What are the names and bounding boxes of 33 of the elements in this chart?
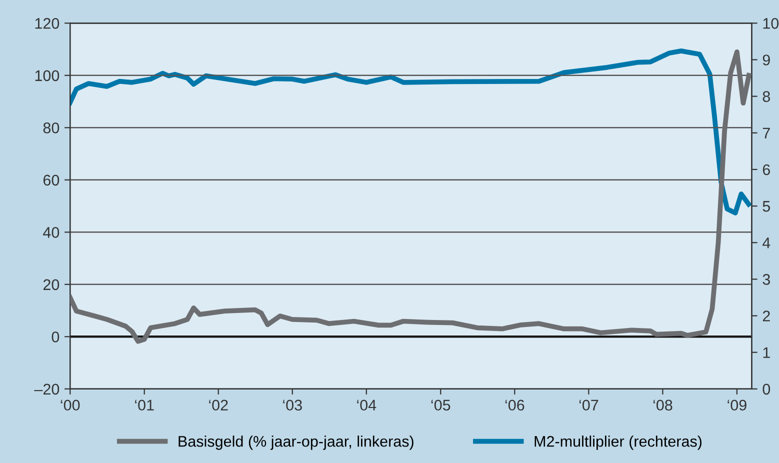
y-tick-label: 80 [43,122,60,134]
y2-tick-label: 7 [762,128,770,138]
y2-tick-label: 9 [762,54,770,66]
y2-tick-label: 5 [762,201,770,212]
y2-tick-label: 3 [762,274,770,285]
x-tick-label: ‘01 [135,400,154,411]
y-tick-label: 100 [35,70,60,82]
y-tick-label: 40 [43,227,60,238]
y2-tick-label: 0 [762,384,770,395]
y2-tick-label: 8 [762,91,770,102]
x-tick-label: ‘06 [505,400,524,411]
y2-tick-label: 2 [762,310,770,322]
x-tick-label: ‘03 [283,400,302,411]
y-tick-label: 20 [43,279,60,290]
x-tick-label: ‘09 [728,400,746,411]
x-tick-label: ‘02 [209,400,228,411]
x-tick-label: ‘07 [579,400,598,411]
legend-label: M2-multliplier (rechteras) [534,436,702,450]
y-tick-label: 0 [52,332,60,342]
y-tick-label: 60 [43,174,60,186]
y-tick-label: –20 [34,384,60,395]
y-tick-label: 120 [35,18,60,29]
legend-label: Basisgeld (% jaar-op-jaar, linkeras) [178,436,414,450]
y2-tick-label: 10 [763,18,779,29]
y2-tick-label: 4 [762,238,770,248]
x-tick-label: ‘00 [60,400,80,411]
x-tick-label: ‘04 [357,400,376,411]
x-tick-label: ‘05 [431,400,450,411]
x-tick-label: ‘08 [653,400,672,411]
y2-tick-label: 1 [763,347,770,358]
y2-tick-label: 6 [762,164,770,176]
line-series [70,49,752,344]
line-series [70,48,752,216]
